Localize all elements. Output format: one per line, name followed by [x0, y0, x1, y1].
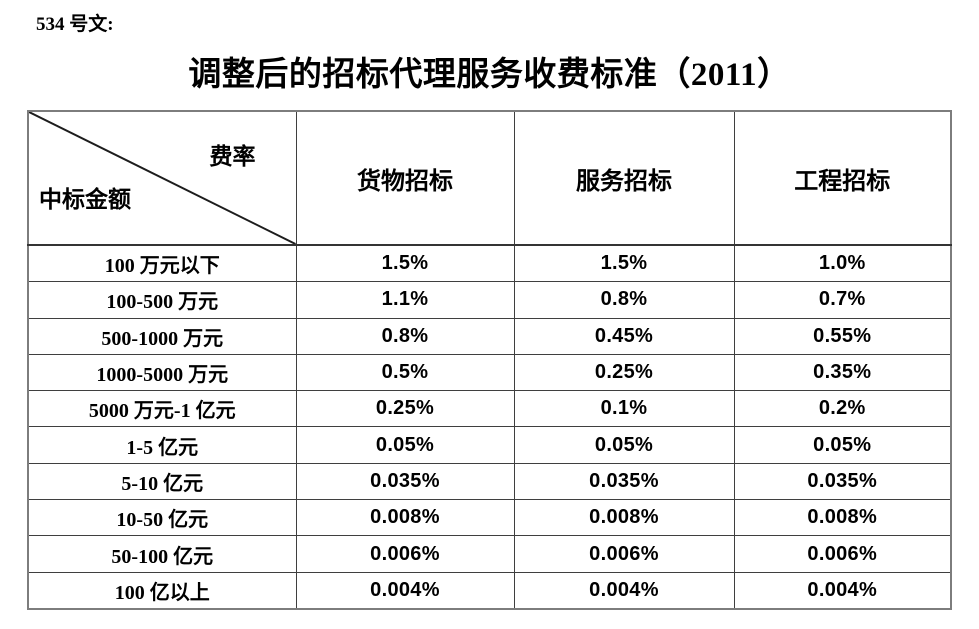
fee-value: 0.7%: [733, 281, 952, 319]
fee-value: 0.035%: [733, 462, 952, 501]
fee-value: 0.004%: [513, 571, 735, 610]
fee-value: 0.006%: [295, 535, 515, 573]
fee-value: 0.05%: [295, 426, 515, 464]
fee-value: 1.1%: [295, 281, 515, 319]
fee-table: 费率 中标金额 货物招标 服务招标 工程招标 100 万元以下 1.5% 1.5…: [27, 110, 952, 610]
fee-value: 0.004%: [733, 571, 952, 610]
fee-value: 0.25%: [295, 390, 515, 428]
fee-value: 0.05%: [513, 426, 735, 464]
corner-label-amount: 中标金额: [39, 187, 131, 212]
fee-value: 0.2%: [733, 390, 952, 428]
row-label: 5-10 亿元: [27, 462, 297, 501]
fee-value: 1.5%: [295, 244, 515, 283]
row-label: 1-5 亿元: [27, 426, 297, 464]
fee-value: 0.008%: [733, 499, 952, 537]
table-row: 1-5 亿元 0.05% 0.05% 0.05%: [27, 426, 952, 464]
fee-value: 0.008%: [513, 499, 735, 537]
table-row: 100 万元以下 1.5% 1.5% 1.0%: [27, 244, 952, 283]
row-label: 500-1000 万元: [27, 317, 297, 355]
fee-value: 0.5%: [295, 353, 515, 392]
fee-value: 0.8%: [295, 317, 515, 355]
table-row: 500-1000 万元 0.8% 0.45% 0.55%: [27, 317, 952, 355]
fee-value: 1.0%: [733, 244, 952, 283]
row-label: 5000 万元-1 亿元: [27, 390, 297, 428]
fee-value: 0.25%: [513, 353, 735, 392]
fee-value: 0.008%: [295, 499, 515, 537]
table-row: 100-500 万元 1.1% 0.8% 0.7%: [27, 281, 952, 319]
doc-ref-label: 534 号文:: [36, 14, 114, 35]
header-row: 费率 中标金额 货物招标 服务招标 工程招标: [27, 110, 952, 246]
row-label: 100 万元以下: [27, 244, 297, 283]
table-row: 5-10 亿元 0.035% 0.035% 0.035%: [27, 462, 952, 501]
table-row: 100 亿以上 0.004% 0.004% 0.004%: [27, 571, 952, 610]
row-label: 50-100 亿元: [27, 535, 297, 573]
fee-value: 0.006%: [513, 535, 735, 573]
column-header-goods-bidding: 货物招标: [295, 110, 515, 246]
fee-value: 0.45%: [513, 317, 735, 355]
corner-cell: 费率 中标金额: [27, 110, 297, 246]
table-row: 1000-5000 万元 0.5% 0.25% 0.35%: [27, 353, 952, 392]
doc-title: 调整后的招标代理服务收费标准（2011）: [188, 57, 791, 93]
fee-value: 0.55%: [733, 317, 952, 355]
fee-value: 0.35%: [733, 353, 952, 392]
fee-value: 0.035%: [513, 462, 735, 501]
table-row: 10-50 亿元 0.008% 0.008% 0.008%: [27, 499, 952, 537]
fee-value: 0.004%: [295, 571, 515, 610]
column-header-works-bidding: 工程招标: [733, 110, 952, 246]
row-label: 1000-5000 万元: [27, 353, 297, 392]
column-header-service-bidding: 服务招标: [513, 110, 735, 246]
fee-value: 1.5%: [513, 244, 735, 283]
row-label: 100 亿以上: [27, 571, 297, 610]
fee-value: 0.8%: [513, 281, 735, 319]
fee-value: 0.006%: [733, 535, 952, 573]
fee-value: 0.05%: [733, 426, 952, 464]
fee-value: 0.035%: [295, 462, 515, 501]
table-row: 5000 万元-1 亿元 0.25% 0.1% 0.2%: [27, 390, 952, 428]
row-label: 10-50 亿元: [27, 499, 297, 537]
table-row: 50-100 亿元 0.006% 0.006% 0.006%: [27, 535, 952, 573]
corner-label-rate: 费率: [209, 144, 256, 169]
diagonal-split-line: [29, 112, 296, 244]
row-label: 100-500 万元: [27, 281, 297, 319]
fee-value: 0.1%: [513, 390, 735, 428]
